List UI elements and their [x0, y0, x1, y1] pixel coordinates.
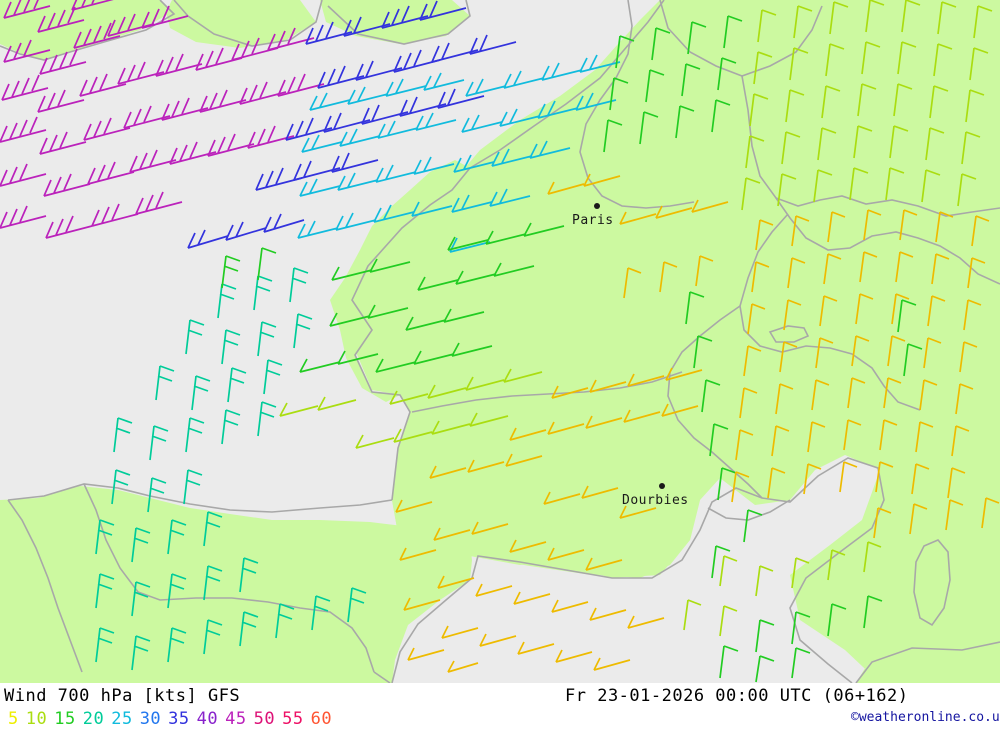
barb-group-nw-blue	[187, 0, 517, 249]
legend-entry-15: 15	[54, 709, 76, 729]
forecast-valid-time: Fr 23-01-2026 00:00 UTC (06+162)	[565, 686, 909, 706]
map-canvas[interactable]: Paris Dourbies	[0, 0, 1000, 683]
river-loire	[411, 371, 683, 413]
barb-group-east-ygreen	[279, 0, 993, 637]
city-dot	[594, 203, 600, 209]
landmass-layer	[0, 0, 1000, 683]
barb-group-france-green	[221, 15, 923, 683]
land-iberia	[0, 486, 472, 683]
land-england-patch-3	[320, 0, 470, 44]
legend-entry-10: 10	[25, 709, 48, 729]
lake-geneva	[768, 325, 810, 343]
legend-entry-40: 40	[196, 709, 219, 729]
map-graphics	[0, 0, 1000, 683]
legend-entry-25: 25	[111, 709, 133, 729]
wind-speed-legend: 5 10 15 20 25 30 35 40 45 50 55 60	[8, 709, 339, 729]
city-dot	[659, 483, 665, 489]
land-corsica	[914, 540, 950, 625]
barb-group-biscay-teal	[95, 267, 367, 671]
coast-corsica	[913, 539, 951, 627]
barb-group-nw-strong	[0, 0, 325, 239]
land-south-england	[0, 0, 172, 60]
land-continental-europe	[352, 0, 1000, 683]
legend-entry-35: 35	[168, 709, 190, 729]
product-title: Wind 700 hPa [kts] GFS	[4, 686, 241, 706]
coast-brittany	[351, 167, 471, 501]
border-spain-pyrenees	[83, 483, 375, 673]
footer-bar: Wind 700 hPa [kts] GFS 5 10 15 20 25 30 35 40 45…	[0, 683, 1000, 733]
border-france-germany	[741, 75, 1000, 217]
land-languedoc	[392, 500, 700, 578]
coast-italy-ne	[855, 641, 1000, 683]
legend-entry-30: 30	[139, 709, 162, 729]
coast-mediterranean	[391, 457, 885, 683]
legend-entry-45: 45	[225, 709, 247, 729]
city-label: Paris	[572, 213, 614, 228]
legend-entry-55: 55	[282, 709, 304, 729]
wind-barb-layer	[0, 0, 1000, 683]
border-uk-coast-3	[327, 0, 471, 45]
copyright-notice: ©weatheronline.co.uk	[851, 710, 1000, 725]
city-label: Dourbies	[622, 493, 689, 508]
border-france-spain-east	[373, 671, 391, 683]
legend-entry-60: 60	[310, 709, 333, 729]
border-uk-coast-2	[173, 0, 323, 47]
barb-group-channel-cyan	[297, 54, 621, 253]
barb-group-alps-yellow	[395, 173, 1000, 673]
legend-entry-50: 50	[253, 709, 276, 729]
coast-iberia-west	[7, 499, 83, 673]
border-france-italy	[667, 305, 763, 499]
land-england-patch-2	[166, 0, 316, 48]
land-italy-ne	[856, 642, 1000, 683]
coast-riviera	[707, 499, 791, 521]
coast-channel	[469, 0, 665, 169]
legend-entry-20: 20	[82, 709, 105, 729]
legend-entry-5: 5	[8, 709, 19, 729]
coast-biscay	[7, 483, 393, 513]
border-switzerland	[775, 197, 1000, 285]
river-seine	[579, 0, 695, 209]
